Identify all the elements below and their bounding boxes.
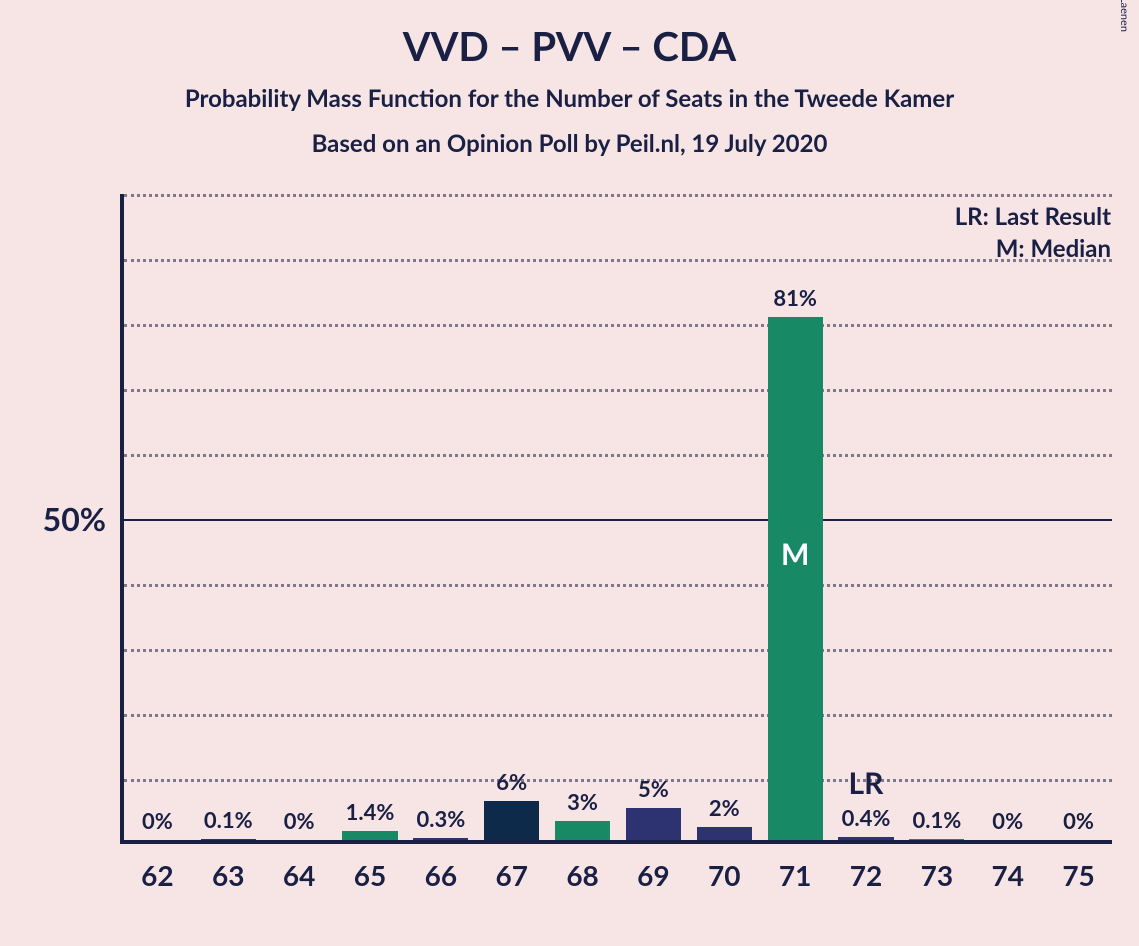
- x-axis-tick-label: 66: [425, 858, 457, 892]
- bar-value-label: 0.4%: [842, 804, 891, 831]
- bar: [697, 827, 752, 840]
- chart-plot-area: 0% 0.1% 0% 1.4% 0.3% 6% 3% 5% 2% 81% M 0.4% LR 0.1% 0%…: [120, 194, 1112, 844]
- grid-major: [124, 519, 1112, 521]
- bar-value-label: 2%: [709, 794, 740, 821]
- y-axis-tick-label: 50%: [43, 499, 106, 538]
- bar: [342, 831, 397, 840]
- x-axis-line: [120, 840, 1112, 844]
- bar-value-label: 6%: [496, 768, 527, 795]
- grid-minor: [124, 584, 1112, 587]
- last-result-marker: LR: [849, 765, 884, 801]
- grid-minor: [124, 194, 1112, 197]
- chart-title: VVD – PVV – CDA: [0, 22, 1139, 70]
- bar-value-label: 0%: [284, 807, 315, 834]
- bar-value-label: 0.3%: [416, 805, 465, 832]
- grid-minor: [124, 714, 1112, 717]
- x-axis-tick-label: 74: [991, 858, 1023, 892]
- x-axis-tick-label: 71: [779, 858, 811, 892]
- bar: [484, 801, 539, 840]
- bar-value-label: 0%: [142, 807, 173, 834]
- x-axis-tick-label: 65: [354, 858, 386, 892]
- grid-minor: [124, 454, 1112, 457]
- x-axis-tick-label: 64: [283, 858, 315, 892]
- bar: [413, 838, 468, 840]
- x-axis-tick-label: 68: [566, 858, 598, 892]
- x-axis-tick-label: 73: [921, 858, 953, 892]
- bar-value-label: 81%: [773, 284, 817, 311]
- bar-value-label: 1.4%: [346, 798, 395, 825]
- bar-value-label: 5%: [638, 775, 669, 802]
- x-axis-tick-label: 67: [495, 858, 527, 892]
- x-axis-tick-label: 63: [212, 858, 244, 892]
- grid-minor: [124, 779, 1112, 782]
- bar: [626, 808, 681, 840]
- bar-value-label: 0.1%: [912, 806, 961, 833]
- bar: [555, 821, 610, 840]
- x-axis-tick-label: 69: [637, 858, 669, 892]
- grid-minor: [124, 649, 1112, 652]
- chart-subtitle-2: Based on an Opinion Poll by Peil.nl, 19 …: [0, 129, 1139, 158]
- bar-value-label: 0%: [1063, 807, 1094, 834]
- x-axis-tick-label: 62: [141, 858, 173, 892]
- x-axis-tick-label: 72: [850, 858, 882, 892]
- bar-value-label: 0.1%: [204, 806, 253, 833]
- copyright-text: © 2020 Filip van Laenen: [1118, 0, 1131, 32]
- bar-value-label: 3%: [567, 788, 598, 815]
- grid-minor: [124, 259, 1112, 262]
- bar: [838, 837, 893, 840]
- median-marker: M: [781, 536, 809, 572]
- x-axis-tick-label: 75: [1062, 858, 1094, 892]
- bar: [909, 839, 964, 840]
- grid-minor: [124, 389, 1112, 392]
- bar-value-label: 0%: [992, 807, 1023, 834]
- bar: [768, 317, 823, 840]
- chart-subtitle-1: Probability Mass Function for the Number…: [0, 84, 1139, 113]
- grid-minor: [124, 324, 1112, 327]
- x-axis-tick-label: 70: [708, 858, 740, 892]
- bar: [201, 839, 256, 840]
